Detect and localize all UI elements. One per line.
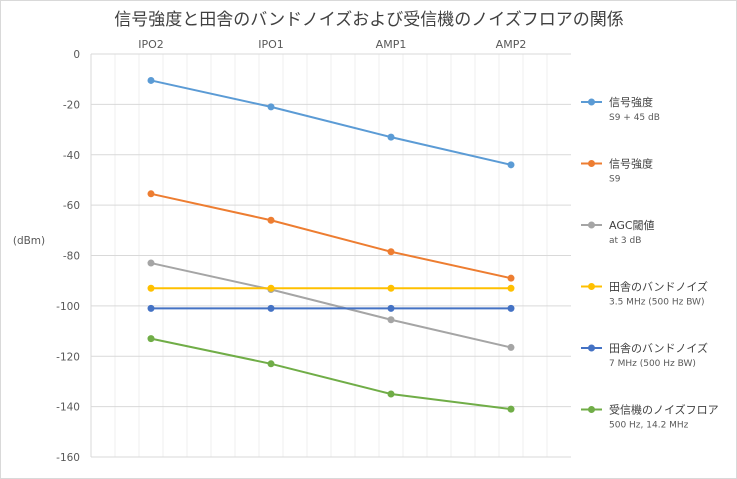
series-3 xyxy=(147,284,515,292)
y-tick-label: -40 xyxy=(63,150,80,162)
data-point xyxy=(387,316,395,324)
legend-label: 信号強度 xyxy=(609,157,653,171)
legend-label: 信号強度 xyxy=(609,95,653,109)
chart-title: 信号強度と田舎のバンドノイズおよび受信機のノイズフロアの関係 xyxy=(114,10,624,30)
data-point xyxy=(147,284,155,292)
data-point xyxy=(387,284,395,292)
legend-sublabel: S9 xyxy=(609,175,621,185)
legend-item: 田舎のバンドノイズ 3.5 MHz (500 Hz BW) xyxy=(581,280,708,308)
data-point xyxy=(147,76,155,84)
legend-label: 田舎のバンドノイズ xyxy=(609,280,708,294)
legend-item: AGC閾値 at 3 dB xyxy=(581,219,655,246)
data-point xyxy=(147,259,155,267)
data-point xyxy=(507,405,515,413)
x-tick-label: IPO2 xyxy=(138,38,164,51)
legend-marker xyxy=(588,344,595,352)
data-point xyxy=(267,284,275,292)
y-tick-label: -120 xyxy=(56,351,80,363)
legend-item: 信号強度 S9 xyxy=(581,157,653,185)
series-line xyxy=(150,192,512,280)
legend-marker xyxy=(588,221,595,229)
legend-marker xyxy=(588,406,595,413)
data-point xyxy=(267,304,275,312)
legend-item: 受信機のノイズフロア 500 Hz, 14.2 MHz xyxy=(581,403,719,431)
legend-marker xyxy=(588,283,595,290)
series-5 xyxy=(147,335,515,413)
legend-marker xyxy=(588,98,595,106)
data-point xyxy=(267,216,275,224)
data-point xyxy=(507,161,515,169)
y-tick-label: -160 xyxy=(56,452,80,464)
series-line xyxy=(150,79,512,166)
series-1 xyxy=(147,190,515,282)
y-axis-label: (dBm) xyxy=(13,235,45,247)
x-tick-label: AMP2 xyxy=(496,38,527,51)
data-point xyxy=(507,274,515,282)
series-4 xyxy=(147,304,515,312)
y-tick-label: -100 xyxy=(56,301,80,313)
x-tick-label: IPO1 xyxy=(258,38,284,51)
data-point xyxy=(507,284,515,292)
legend-label: 受信機のノイズフロア xyxy=(609,403,719,417)
legend-sublabel: 7 MHz (500 Hz BW) xyxy=(609,359,696,369)
y-tick-label: -20 xyxy=(63,99,80,111)
data-point xyxy=(507,343,515,351)
data-point xyxy=(147,190,155,198)
series-line xyxy=(150,337,512,411)
legend-label: AGC閾値 xyxy=(609,219,655,232)
legend-label: 田舎のバンドノイズ xyxy=(609,341,708,355)
data-point xyxy=(507,304,515,312)
y-tick-label: -60 xyxy=(63,200,80,212)
data-point xyxy=(387,304,395,312)
data-point xyxy=(147,304,155,312)
y-tick-label: 0 xyxy=(73,49,80,61)
data-point xyxy=(387,248,395,256)
data-point xyxy=(267,360,275,368)
legend-item: 信号強度 S9 + 45 dB xyxy=(581,95,660,123)
legend-sublabel: at 3 dB xyxy=(609,236,641,246)
legend-sublabel: 500 Hz, 14.2 MHz xyxy=(609,421,689,431)
data-point xyxy=(387,390,395,398)
data-point xyxy=(387,133,395,141)
data-point xyxy=(267,103,275,111)
x-tick-label: AMP1 xyxy=(376,38,407,51)
legend-sublabel: 3.5 MHz (500 Hz BW) xyxy=(609,298,704,308)
legend-item: 田舎のバンドノイズ 7 MHz (500 Hz BW) xyxy=(581,341,708,369)
y-tick-label: -80 xyxy=(63,251,80,263)
legend-sublabel: S9 + 45 dB xyxy=(609,113,660,123)
data-point xyxy=(147,335,155,343)
y-tick-label: -140 xyxy=(56,402,80,414)
legend-marker xyxy=(588,160,595,167)
series-0 xyxy=(147,76,515,169)
series-line xyxy=(150,262,512,349)
